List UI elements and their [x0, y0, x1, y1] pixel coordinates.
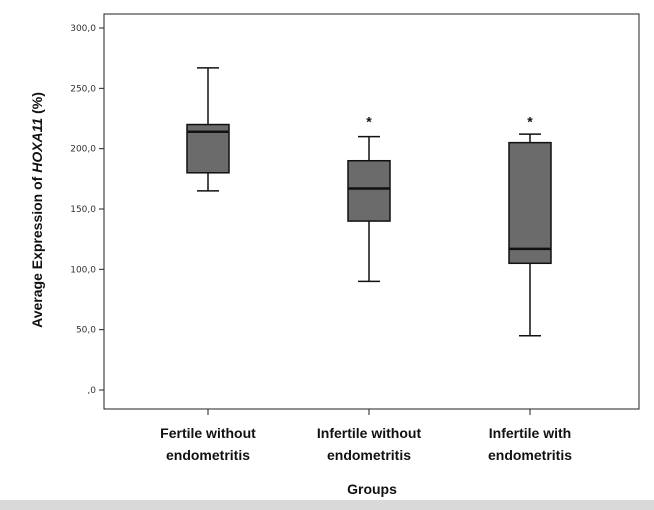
x-tick-label: Infertile with — [489, 425, 571, 441]
x-tick-label: endometritis — [166, 447, 250, 463]
x-tick-label: Infertile without — [317, 425, 422, 441]
boxes: * * — [186, 67, 552, 337]
outlier-marker: * — [527, 114, 533, 130]
x-axis: Fertile without endometritis Infertile wit… — [160, 409, 572, 463]
y-axis: ,0 50,0 100,0 150,0 200,0 250,0 300,0 — [70, 24, 104, 396]
bottom-bar — [0, 500, 654, 510]
x-tick-label: Fertile without — [160, 425, 256, 441]
y-tick-label: 100,0 — [70, 265, 96, 275]
y-tick-label: 200,0 — [70, 145, 96, 155]
x-tick-label: endometritis — [327, 447, 411, 463]
iqr-box — [347, 159, 391, 222]
y-axis-title: Average Expression of HOXA11 (%) — [29, 92, 45, 328]
y-tick-label: 300,0 — [70, 24, 96, 34]
y-tick-label: 50,0 — [76, 326, 96, 336]
box-group: * — [508, 114, 552, 337]
box-group — [186, 67, 230, 192]
y-tick-label: ,0 — [87, 386, 96, 396]
iqr-box — [508, 141, 552, 265]
box-group: * — [347, 114, 391, 283]
outlier-marker: * — [366, 114, 372, 130]
y-tick-label: 150,0 — [70, 205, 96, 215]
x-axis-title: Groups — [347, 481, 397, 497]
x-tick-label: endometritis — [488, 447, 572, 463]
y-tick-label: 250,0 — [70, 84, 96, 94]
